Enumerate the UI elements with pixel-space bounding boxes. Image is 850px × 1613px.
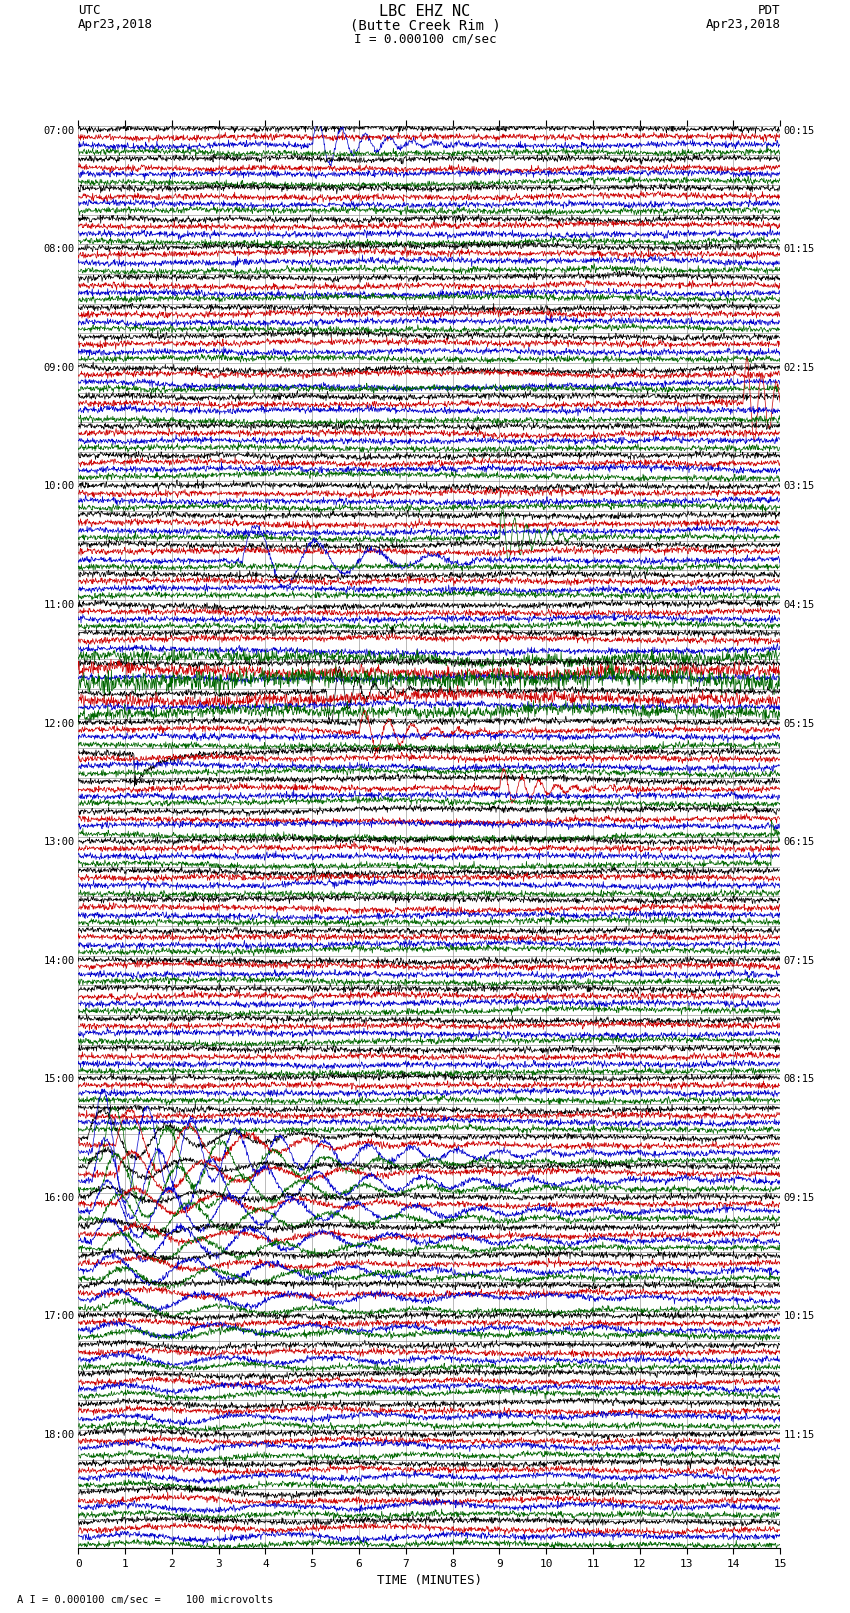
Text: 10:15: 10:15 xyxy=(784,1311,815,1321)
Text: Apr23,2018: Apr23,2018 xyxy=(706,18,780,31)
Text: 00:15: 00:15 xyxy=(784,126,815,135)
Text: 11:15: 11:15 xyxy=(784,1431,815,1440)
Text: 08:00: 08:00 xyxy=(43,245,75,255)
Text: 17:00: 17:00 xyxy=(43,1311,75,1321)
Text: UTC: UTC xyxy=(78,5,100,18)
Text: PDT: PDT xyxy=(758,5,780,18)
Text: 07:00: 07:00 xyxy=(43,126,75,135)
Text: 16:00: 16:00 xyxy=(43,1194,75,1203)
Text: 12:00: 12:00 xyxy=(43,719,75,729)
Text: 15:00: 15:00 xyxy=(43,1074,75,1084)
Text: 06:15: 06:15 xyxy=(784,837,815,847)
Text: 01:15: 01:15 xyxy=(784,245,815,255)
Text: 11:00: 11:00 xyxy=(43,600,75,610)
Text: 04:15: 04:15 xyxy=(784,600,815,610)
Text: 03:15: 03:15 xyxy=(784,482,815,492)
Text: 18:00: 18:00 xyxy=(43,1431,75,1440)
X-axis label: TIME (MINUTES): TIME (MINUTES) xyxy=(377,1574,482,1587)
Text: 02:15: 02:15 xyxy=(784,363,815,373)
Text: (Butte Creek Rim ): (Butte Creek Rim ) xyxy=(349,18,501,32)
Text: A I = 0.000100 cm/sec =    100 microvolts: A I = 0.000100 cm/sec = 100 microvolts xyxy=(17,1595,273,1605)
Text: I = 0.000100 cm/sec: I = 0.000100 cm/sec xyxy=(354,32,496,45)
Text: 09:15: 09:15 xyxy=(784,1194,815,1203)
Text: 05:15: 05:15 xyxy=(784,719,815,729)
Text: 13:00: 13:00 xyxy=(43,837,75,847)
Text: LBC EHZ NC: LBC EHZ NC xyxy=(379,5,471,19)
Text: 09:00: 09:00 xyxy=(43,363,75,373)
Text: 14:00: 14:00 xyxy=(43,955,75,966)
Text: 08:15: 08:15 xyxy=(784,1074,815,1084)
Text: 07:15: 07:15 xyxy=(784,955,815,966)
Text: Apr23,2018: Apr23,2018 xyxy=(78,18,153,31)
Text: 10:00: 10:00 xyxy=(43,482,75,492)
